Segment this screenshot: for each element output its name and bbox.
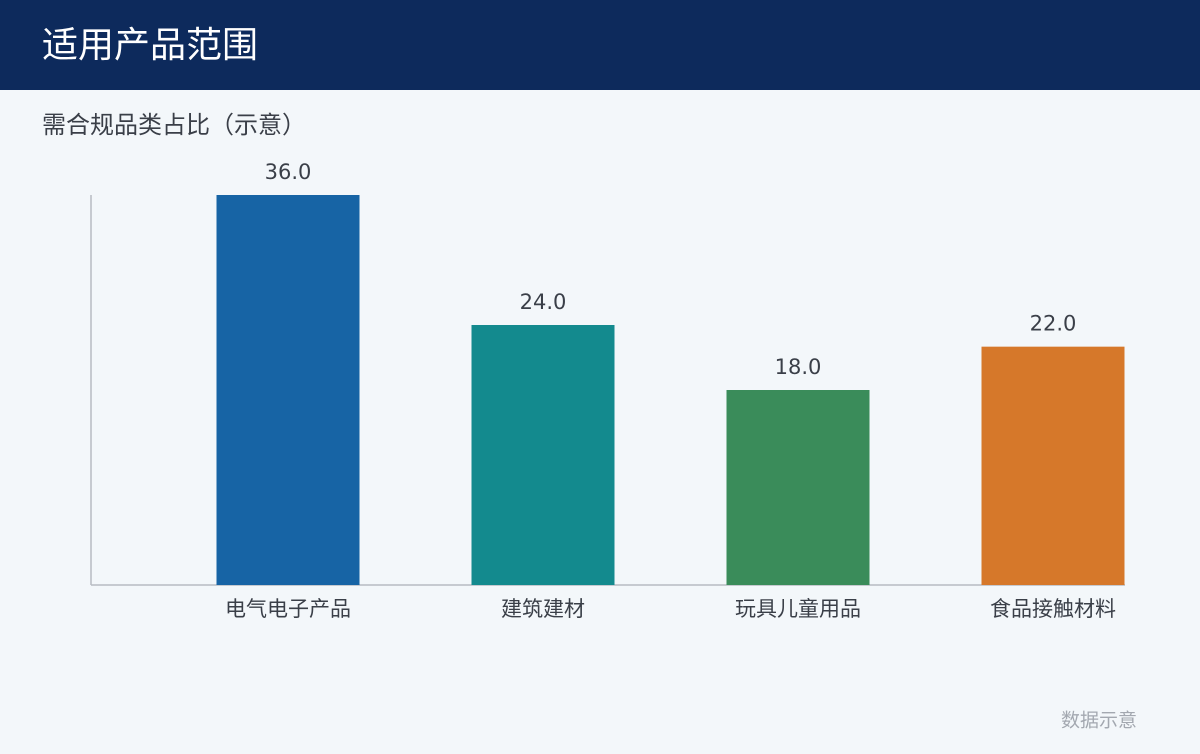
bar xyxy=(726,390,870,585)
value-label: 36.0 xyxy=(265,160,312,184)
x-tick-label: 玩具儿童用品 xyxy=(735,597,861,621)
chart-title: 需合规品类占比（示意） xyxy=(42,111,306,139)
bar xyxy=(471,325,615,585)
value-label: 22.0 xyxy=(1030,312,1077,336)
header-bar xyxy=(0,0,1200,90)
x-tick-label: 食品接触材料 xyxy=(990,597,1116,621)
footer-note: 数据示意 xyxy=(1061,710,1137,732)
value-label: 18.0 xyxy=(775,355,822,379)
header-title: 适用产品范围 xyxy=(42,25,258,66)
x-tick-label: 建筑建材 xyxy=(501,597,585,621)
bar xyxy=(216,195,360,585)
value-label: 24.0 xyxy=(520,290,567,314)
bar xyxy=(981,346,1125,585)
x-tick-label: 电气电子产品 xyxy=(225,597,351,621)
